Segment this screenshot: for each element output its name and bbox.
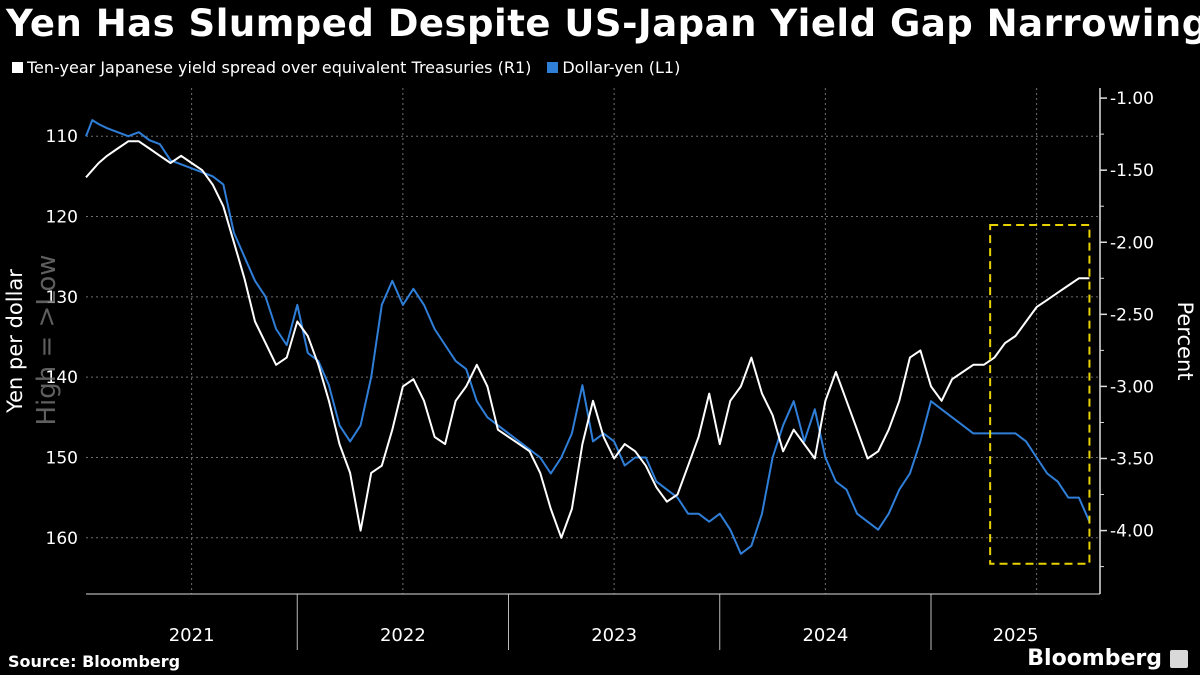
x-tick-label: 2023 bbox=[591, 625, 637, 646]
highlight-box bbox=[989, 223, 1091, 565]
y-right-tick-label: -4.00 bbox=[1110, 522, 1154, 542]
inverted-axis-note: High = >Low bbox=[32, 254, 62, 425]
x-tick-label: 2022 bbox=[380, 625, 426, 646]
y-left-tick-label: 120 bbox=[46, 208, 78, 228]
chart-title: Yen Has Slumped Despite US-Japan Yield G… bbox=[6, 2, 1200, 45]
legend-swatch-usdjpy bbox=[547, 62, 559, 73]
y-left-tick-label: 140 bbox=[46, 368, 78, 388]
x-tick-label: 2021 bbox=[169, 625, 215, 646]
series-line-usdjpy bbox=[85, 119, 1091, 555]
source-note: Source: Bloomberg bbox=[8, 652, 181, 671]
y-right-tick-label: -2.00 bbox=[1110, 233, 1154, 253]
legend-label-usdjpy: Dollar-yen (L1) bbox=[562, 58, 681, 77]
legend-item-spread: Ten-year Japanese yield spread over equi… bbox=[12, 58, 531, 77]
y-right-tick-label: -2.50 bbox=[1110, 305, 1154, 325]
y-left-tick-label: 130 bbox=[46, 288, 78, 308]
y-right-tick-label: -1.50 bbox=[1110, 161, 1154, 181]
y-left-tick-label: 150 bbox=[46, 448, 78, 468]
y-right-axis-title: Percent bbox=[1173, 301, 1197, 380]
x-tick-label: 2024 bbox=[802, 625, 848, 646]
y-right-tick-label: -1.00 bbox=[1110, 89, 1154, 109]
y-left-axis-title: Yen per dollar bbox=[3, 269, 27, 414]
y-left-tick-label: 110 bbox=[46, 127, 78, 147]
series-line-spread bbox=[85, 140, 1090, 539]
y-left-tick-label: 160 bbox=[46, 529, 78, 549]
y-right-tick-label: -3.00 bbox=[1110, 377, 1154, 397]
legend-swatch-spread bbox=[12, 62, 23, 73]
y-right-tick-label: -3.50 bbox=[1110, 449, 1154, 469]
legend-item-usdjpy: Dollar-yen (L1) bbox=[547, 58, 680, 77]
legend: Ten-year Japanese yield spread over equi… bbox=[12, 58, 680, 77]
bloomberg-icon bbox=[1170, 650, 1188, 668]
bloomberg-logo: Bloomberg bbox=[1027, 646, 1162, 671]
x-tick-label: 2025 bbox=[993, 625, 1039, 646]
legend-label-spread: Ten-year Japanese yield spread over equi… bbox=[27, 58, 532, 77]
